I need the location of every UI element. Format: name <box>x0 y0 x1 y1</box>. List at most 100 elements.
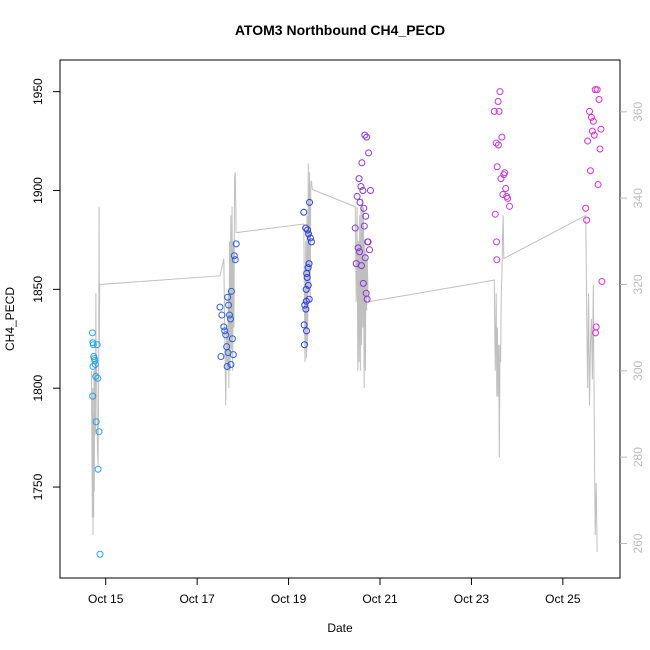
data-point <box>229 351 237 359</box>
data-point <box>596 145 604 153</box>
data-point <box>356 248 364 256</box>
data-point <box>498 133 506 141</box>
x-tick-label: Oct 17 <box>179 592 215 606</box>
data-point <box>586 107 594 115</box>
data-point <box>92 372 100 380</box>
data-point <box>306 234 314 242</box>
data-point <box>93 341 101 349</box>
y2-tick-label: 320 <box>631 274 645 294</box>
data-point <box>220 323 228 331</box>
data-point <box>598 277 606 285</box>
data-point <box>228 335 236 343</box>
data-point <box>353 192 361 200</box>
data-point <box>303 270 311 278</box>
data-point <box>89 362 97 370</box>
x-axis-label: Date <box>327 621 353 635</box>
x-tick-label: Oct 15 <box>88 592 124 606</box>
data-point <box>497 175 505 183</box>
data-point <box>96 550 104 558</box>
data-point <box>501 169 509 177</box>
data-point <box>587 113 595 121</box>
data-point <box>493 163 501 171</box>
y-tick-label: 1950 <box>31 78 45 105</box>
data-point <box>356 198 364 206</box>
data-point <box>226 311 234 319</box>
y-axis-label: CH4_PECD <box>3 287 17 351</box>
data-point <box>304 226 312 234</box>
data-point <box>230 252 238 260</box>
y-tick-label: 1900 <box>31 177 45 204</box>
data-point <box>591 86 599 94</box>
data-point <box>305 230 313 238</box>
x-tick-label: Oct 23 <box>454 592 490 606</box>
plot-frame <box>59 59 621 579</box>
data-point <box>595 96 603 104</box>
data-point <box>94 374 102 382</box>
data-point <box>499 190 507 198</box>
x-tick-label: Oct 19 <box>271 592 307 606</box>
data-point <box>227 287 235 295</box>
data-point <box>597 125 605 133</box>
data-point <box>360 222 368 230</box>
y2-tick-label: 340 <box>631 188 645 208</box>
data-point <box>94 465 102 473</box>
data-point <box>584 137 592 145</box>
data-point <box>359 279 367 287</box>
y-axis: 1750 1800 1850 1900 1950 <box>31 78 60 500</box>
data-point <box>300 321 308 329</box>
data-point <box>88 329 96 337</box>
data-point <box>226 315 234 323</box>
data-point <box>360 204 368 212</box>
data-point <box>303 327 311 335</box>
x-axis: Oct 15 Oct 17 Oct 19 Oct 21 Oct 23 Oct 25 <box>88 578 581 606</box>
data-point <box>232 240 240 248</box>
points-layer <box>88 86 606 558</box>
data-point <box>496 88 504 96</box>
data-point <box>586 167 594 175</box>
y2-tick-label: 260 <box>631 533 645 553</box>
data-point <box>582 204 590 212</box>
data-point <box>506 202 514 210</box>
data-point <box>495 107 503 115</box>
data-point <box>494 141 502 149</box>
data-point <box>583 216 591 224</box>
data-point <box>592 329 600 337</box>
data-point <box>92 418 100 426</box>
data-point <box>366 186 374 194</box>
data-point <box>361 131 369 139</box>
data-point <box>590 131 598 139</box>
data-point <box>366 246 374 254</box>
data-point <box>364 238 372 246</box>
data-point <box>89 392 97 400</box>
data-point <box>221 327 229 335</box>
data-point <box>493 256 501 264</box>
secondary-series-line <box>90 163 598 553</box>
data-point <box>300 208 308 216</box>
data-point <box>493 238 501 246</box>
data-point <box>594 181 602 189</box>
y-tick-label: 1750 <box>31 473 45 500</box>
data-point <box>593 86 601 94</box>
data-point <box>304 281 312 289</box>
data-point <box>89 341 97 349</box>
data-point <box>351 224 359 232</box>
data-point <box>352 260 360 268</box>
data-point <box>218 311 226 319</box>
data-point <box>227 360 235 368</box>
data-point <box>503 192 511 200</box>
data-point <box>358 159 366 167</box>
data-point <box>301 301 309 309</box>
y2-tick-label: 280 <box>631 447 645 467</box>
data-point <box>494 98 502 106</box>
data-point <box>231 256 239 264</box>
data-point <box>363 133 371 141</box>
data-point <box>490 107 498 115</box>
y-tick-label: 1850 <box>31 276 45 303</box>
data-point <box>216 303 224 311</box>
x-tick-label: Oct 25 <box>545 592 581 606</box>
data-point <box>223 362 231 370</box>
data-point <box>300 341 308 349</box>
data-point <box>365 149 373 157</box>
data-point <box>354 244 362 252</box>
